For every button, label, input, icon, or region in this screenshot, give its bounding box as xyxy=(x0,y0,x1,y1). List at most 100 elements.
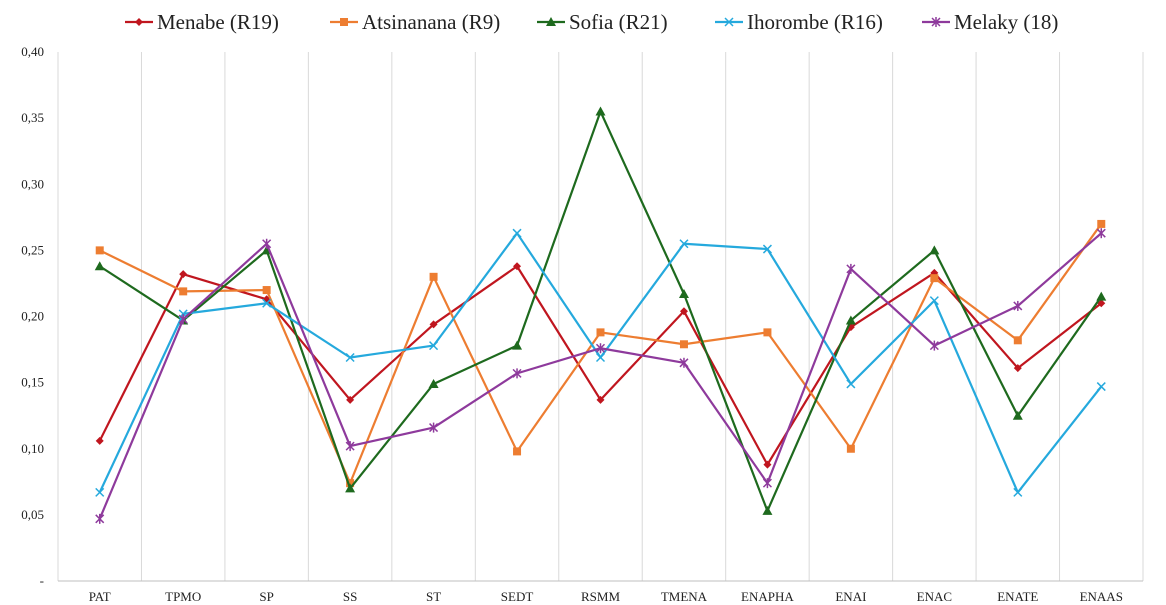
axes: - 0,05 0,10 0,15 0,20 0,25 0,30 0,35 0,40 PAT TPMO… xyxy=(21,44,1143,604)
data-point xyxy=(1013,487,1023,497)
y-tick-label: 0,30 xyxy=(21,176,44,191)
data-point xyxy=(346,395,355,404)
data-point xyxy=(345,441,355,452)
data-point xyxy=(428,378,439,388)
y-tick-label: 0,40 xyxy=(21,44,44,59)
series-line xyxy=(99,223,1103,485)
data-point xyxy=(262,298,272,308)
legend-entry: Menabe (R19) xyxy=(125,10,279,34)
data-point xyxy=(845,315,856,325)
y-tick-label: 0,20 xyxy=(21,309,44,324)
data-point xyxy=(679,307,688,316)
legend-entry: Melaky (18) xyxy=(922,10,1058,34)
data-point xyxy=(346,479,355,488)
legend: Menabe (R19) Atsinanana (R9) Sofia (R21) Ih… xyxy=(125,10,1058,34)
x-tick-label: TMENA xyxy=(661,589,708,604)
data-point xyxy=(179,270,188,279)
x-tick-label: ENAI xyxy=(835,589,866,604)
x-tick-label: ENAPHA xyxy=(741,589,794,604)
data-point xyxy=(94,261,105,271)
data-point xyxy=(546,17,556,26)
data-point xyxy=(679,357,689,368)
data-point xyxy=(95,246,104,255)
data-point xyxy=(512,340,523,350)
x-tick-label: SS xyxy=(343,589,357,604)
x-tick-label: ST xyxy=(426,589,441,604)
legend-label: Sofia (R21) xyxy=(569,10,668,34)
data-point xyxy=(513,447,522,456)
data-point xyxy=(1013,364,1022,373)
data-point xyxy=(595,106,606,116)
data-point xyxy=(178,314,188,325)
data-point xyxy=(724,17,734,27)
data-point xyxy=(762,505,773,515)
data-point xyxy=(345,483,356,493)
series-sofia-r21 xyxy=(94,106,1107,515)
data-point xyxy=(512,228,522,238)
series-ihorombe-r16 xyxy=(95,228,1106,497)
data-point xyxy=(846,263,856,274)
data-point xyxy=(135,18,143,26)
data-point xyxy=(929,340,939,351)
data-point xyxy=(95,487,105,497)
data-point xyxy=(1012,410,1023,420)
data-point xyxy=(762,244,772,254)
data-point xyxy=(95,513,105,524)
data-point xyxy=(1013,300,1023,311)
data-point xyxy=(340,18,348,26)
data-point xyxy=(1013,336,1022,345)
data-point xyxy=(1096,228,1106,239)
y-tick-label: 0,10 xyxy=(21,441,44,456)
legend-entry: Ihorombe (R16) xyxy=(715,10,883,34)
data-point xyxy=(595,352,606,363)
x-tick-label: ENAAS xyxy=(1080,589,1123,604)
data-point xyxy=(762,478,772,489)
data-point xyxy=(95,436,104,445)
series-melaky-18 xyxy=(95,228,1106,524)
data-point xyxy=(429,272,438,281)
data-point xyxy=(595,343,606,354)
data-point xyxy=(179,287,188,296)
data-point xyxy=(763,328,772,337)
data-point xyxy=(596,395,605,404)
data-point xyxy=(345,352,355,363)
legend-label: Ihorombe (R16) xyxy=(747,10,883,34)
data-point xyxy=(512,368,522,379)
data-point xyxy=(262,286,271,295)
series-line xyxy=(99,110,1103,513)
series-line xyxy=(98,265,1102,466)
series-atsinanana-r9 xyxy=(95,219,1106,488)
x-tick-label: TPMO xyxy=(165,589,201,604)
data-point xyxy=(262,238,272,249)
series-line xyxy=(98,232,1102,520)
legend-entry: Atsinanana (R9) xyxy=(330,10,500,34)
legend-entry: Sofia (R21) xyxy=(537,10,668,34)
data-point xyxy=(679,340,688,349)
data-point xyxy=(596,328,605,337)
x-tick-label: PAT xyxy=(89,589,111,604)
y-tick-label: 0,05 xyxy=(21,507,44,522)
data-point xyxy=(429,422,439,433)
data-point xyxy=(846,444,855,453)
grid-lines xyxy=(57,52,1144,581)
legend-label: Atsinanana (R9) xyxy=(362,10,500,34)
series-line xyxy=(98,232,1103,494)
y-tick-label: - xyxy=(40,573,44,588)
legend-label: Melaky (18) xyxy=(954,10,1058,34)
data-point xyxy=(513,262,522,271)
y-tick-label: 0,15 xyxy=(21,375,44,390)
x-tick-label: SEDT xyxy=(501,589,534,604)
data-point xyxy=(930,274,939,283)
data-point xyxy=(1096,291,1107,301)
data-point xyxy=(679,239,689,249)
series-lines xyxy=(94,106,1107,524)
x-tick-label: ENAC xyxy=(917,589,952,604)
data-point xyxy=(929,245,940,255)
data-point xyxy=(429,320,438,329)
x-tick-label: ENATE xyxy=(997,589,1038,604)
y-tick-label: 0,25 xyxy=(21,242,44,257)
data-point xyxy=(678,289,689,299)
data-point xyxy=(846,379,856,389)
data-point xyxy=(1096,382,1106,392)
